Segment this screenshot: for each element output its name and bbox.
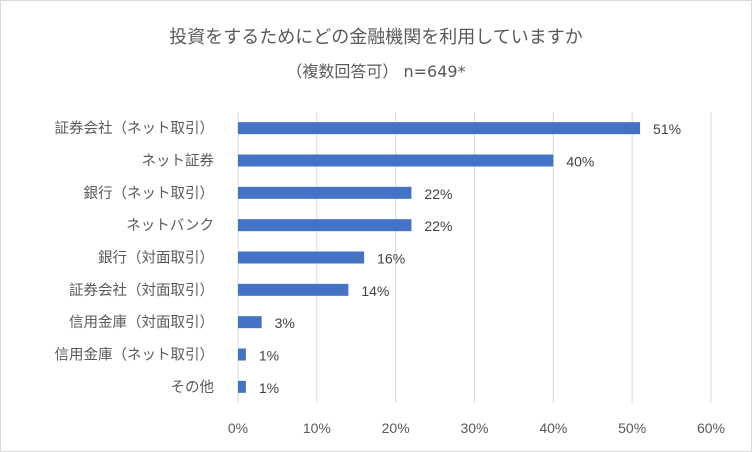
bar xyxy=(238,316,262,329)
bar xyxy=(238,348,246,361)
bar xyxy=(238,186,412,199)
bar xyxy=(238,154,554,167)
category-label: その他 xyxy=(171,379,215,396)
bar xyxy=(238,219,412,232)
data-label: 14% xyxy=(361,283,389,299)
chart-subtitle: （複数回答可） n=649* xyxy=(286,62,465,81)
category-label: 信用金庫（ネット取引） xyxy=(55,347,215,364)
data-label: 22% xyxy=(424,186,452,202)
data-label: 40% xyxy=(566,154,594,170)
bar xyxy=(238,380,246,393)
data-label: 22% xyxy=(424,218,452,234)
category-label: ネット証券 xyxy=(142,153,215,170)
category-label: 銀行（対面取引） xyxy=(98,250,214,267)
x-tick-label: 30% xyxy=(460,420,488,436)
data-label: 1% xyxy=(259,380,279,396)
category-label: 銀行（ネット取引） xyxy=(84,185,215,202)
data-label: 3% xyxy=(275,315,295,331)
x-tick-label: 50% xyxy=(618,420,646,436)
x-tick-label: 10% xyxy=(303,420,331,436)
data-label: 51% xyxy=(653,121,681,137)
chart-title: 投資をするためにどの金融機関を利用していますか xyxy=(169,27,582,48)
bar xyxy=(238,122,641,135)
x-tick-label: 20% xyxy=(382,420,410,436)
data-label: 16% xyxy=(377,251,405,267)
x-tick-label: 40% xyxy=(539,420,567,436)
data-label: 1% xyxy=(259,348,279,364)
bar xyxy=(238,251,365,264)
bar xyxy=(238,283,349,296)
category-label: 信用金庫（対面取引） xyxy=(69,314,214,331)
category-label: 証券会社（対面取引） xyxy=(69,282,214,299)
x-tick-label: 0% xyxy=(228,420,248,436)
x-tick-label: 60% xyxy=(697,420,725,436)
category-label: ネットバンク xyxy=(126,217,214,234)
category-label: 証券会社（ネット取引） xyxy=(55,120,215,137)
